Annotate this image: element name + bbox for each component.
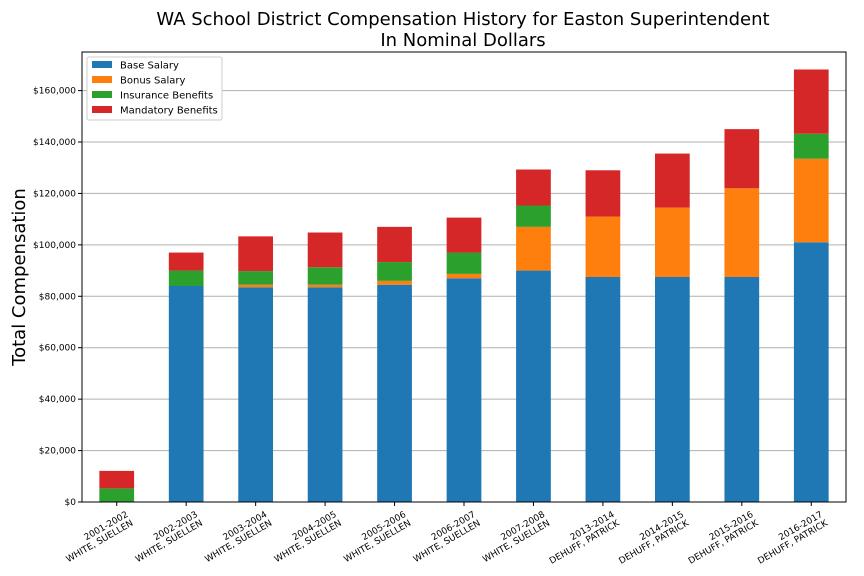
bar-segment-insurance-benefits	[307, 267, 343, 285]
y-tick-label: $120,000	[33, 189, 76, 199]
y-tick-label: $140,000	[33, 138, 76, 148]
bar-segment-mandatory-benefits	[516, 169, 551, 206]
x-tick-label: 2013-2014DEHUFF, PATRICK	[543, 509, 622, 566]
bar-segment-bonus-salary	[516, 226, 551, 271]
bar-segment-base-salary	[446, 278, 482, 502]
bar-segment-mandatory-benefits	[655, 153, 690, 208]
legend: Base Salary Bonus Salary Insurance Benefit…	[86, 56, 223, 121]
bar-segment-mandatory-benefits	[724, 129, 760, 189]
legend-box	[86, 56, 223, 121]
x-tick-label: 2003-2004WHITE, SUELLEN	[199, 510, 275, 565]
bar-segment-mandatory-benefits	[307, 232, 343, 268]
bar-segment-base-salary	[168, 286, 204, 502]
bar-segment-bonus-salary	[377, 280, 412, 285]
x-tick-label: 2006-2007WHITE, SUELLEN	[407, 510, 483, 565]
bar-segment-bonus-salary	[307, 284, 343, 288]
y-tick-label: $0	[65, 498, 77, 508]
legend-swatch	[92, 106, 112, 113]
bar-segment-bonus-salary	[724, 188, 760, 277]
bar-segment-base-salary	[307, 287, 343, 502]
y-axis-ticks: $0 $20,000 $40,000 $60,000 $80,000 $100,000 $1…	[33, 87, 82, 508]
bar-segment-mandatory-benefits	[377, 226, 412, 263]
x-tick-label: 2002-2003WHITE, SUELLEN	[129, 510, 205, 565]
y-tick-label: $60,000	[39, 344, 76, 354]
x-tick-label: 2016-2017DEHUFF, PATRICK	[751, 509, 830, 566]
y-tick-label: $40,000	[39, 395, 76, 405]
bar-segment-mandatory-benefits	[99, 470, 135, 489]
bar-segment-mandatory-benefits	[238, 236, 273, 272]
bar-segment-insurance-benefits	[238, 271, 273, 285]
chart-subtitle: In Nominal Dollars	[380, 30, 545, 51]
bar-segment-base-salary	[377, 284, 412, 502]
bar-segment-mandatory-benefits	[585, 170, 621, 217]
bar-segment-base-salary	[238, 287, 273, 502]
legend-swatch	[92, 91, 112, 98]
x-tick-label: 2001-2002WHITE, SUELLEN	[60, 510, 136, 565]
bar-segment-insurance-benefits	[793, 133, 829, 159]
x-tick-label: 2005-2006WHITE, SUELLEN	[338, 510, 414, 565]
bar-segment-insurance-benefits	[168, 270, 204, 286]
bar-segment-insurance-benefits	[99, 488, 135, 502]
bars-group	[99, 69, 829, 503]
legend-swatch	[92, 76, 112, 83]
bar-segment-base-salary	[724, 277, 760, 502]
y-tick-label: $80,000	[39, 292, 76, 302]
legend-label: Insurance Benefits	[120, 91, 213, 102]
x-tick-label: 2004-2005WHITE, SUELLEN	[268, 510, 344, 565]
bar-segment-bonus-salary	[585, 216, 621, 277]
bar-segment-mandatory-benefits	[168, 252, 204, 271]
x-tick-label: 2015-2016DEHUFF, PATRICK	[682, 509, 761, 566]
bar-segment-insurance-benefits	[446, 252, 482, 274]
bar-segment-base-salary	[655, 277, 690, 502]
bar-segment-insurance-benefits	[377, 262, 412, 281]
x-axis-ticks: 2001-2002WHITE, SUELLEN 2002-2003WHITE, S…	[60, 502, 831, 567]
bar-segment-base-salary	[516, 270, 551, 502]
x-tick-label: 2014-2015DEHUFF, PATRICK	[612, 509, 691, 566]
y-tick-label: $160,000	[33, 87, 76, 97]
bar-segment-bonus-salary	[238, 284, 273, 288]
y-tick-label: $20,000	[39, 447, 76, 457]
y-tick-label: $100,000	[33, 241, 76, 251]
bar-segment-mandatory-benefits	[446, 217, 482, 253]
legend-label: Base Salary	[120, 61, 179, 72]
bar-segment-base-salary	[793, 242, 829, 503]
bar-segment-base-salary	[585, 277, 621, 502]
x-tick-label: 2007-2008WHITE, SUELLEN	[476, 510, 552, 565]
bar-segment-bonus-salary	[655, 207, 690, 277]
chart-title: WA School District Compensation History …	[156, 9, 769, 30]
bar-segment-bonus-salary	[793, 158, 829, 243]
legend-label: Bonus Salary	[120, 76, 186, 87]
legend-label: Mandatory Benefits	[120, 106, 218, 117]
bar-segment-bonus-salary	[446, 273, 482, 279]
bar-segment-insurance-benefits	[516, 205, 551, 227]
legend-swatch	[92, 61, 112, 68]
bar-segment-mandatory-benefits	[793, 69, 829, 134]
y-axis-label: Total Compensation	[9, 188, 30, 367]
